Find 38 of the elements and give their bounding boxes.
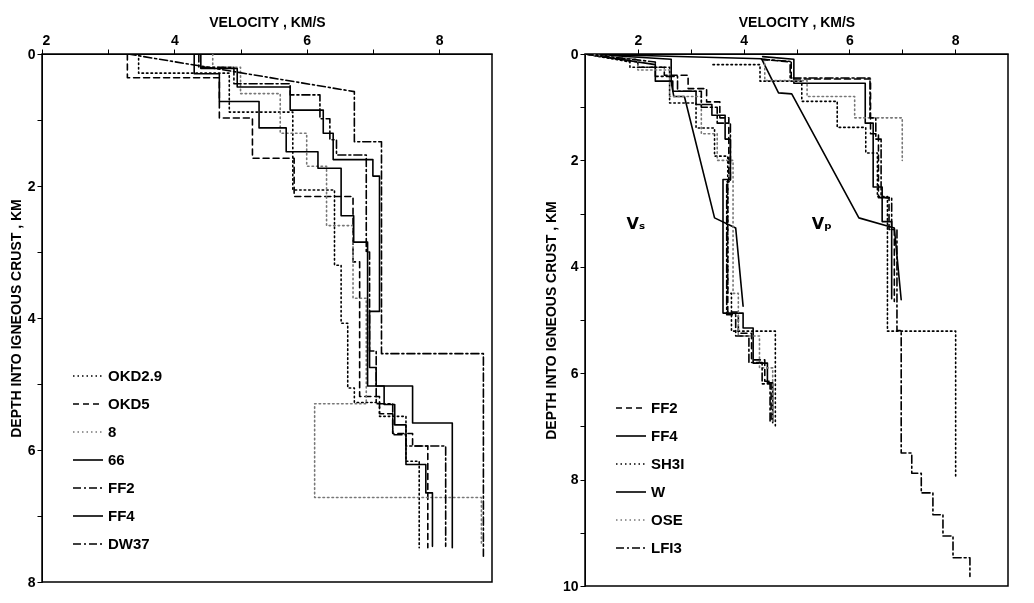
y-tick-label: 0	[570, 45, 579, 62]
legend-label: DW37	[108, 535, 150, 552]
legend-label: FF2	[651, 399, 678, 416]
x-axis-title: VELOCITY , KM/S	[209, 13, 326, 30]
y-tick-label: 8	[570, 471, 579, 488]
legend-label: FF4	[651, 427, 679, 444]
y-tick-label: 4	[27, 309, 36, 326]
y-axis-title: DEPTH INTO IGNEOUS CRUST , KM	[542, 201, 559, 440]
annotation: Vₛ	[626, 214, 645, 234]
x-tick-label: 8	[435, 31, 444, 48]
y-axis-title: DEPTH INTO IGNEOUS CRUST , KM	[7, 199, 24, 438]
legend-label: W	[651, 483, 666, 500]
x-tick-label: 2	[42, 31, 51, 48]
legend-label: LFI3	[651, 539, 682, 556]
legend-label: SH3I	[651, 455, 685, 472]
legend-label: OKD5	[108, 395, 150, 412]
legend-label: FF4	[108, 507, 136, 524]
x-axis-title: VELOCITY , KM/S	[738, 13, 856, 30]
y-tick-label: 10	[562, 577, 579, 594]
legend-label: 66	[108, 451, 125, 468]
y-tick-label: 2	[27, 177, 36, 194]
x-tick-label: 8	[951, 31, 960, 48]
x-tick-label: 2	[634, 31, 643, 48]
y-tick-label: 8	[27, 573, 36, 590]
x-tick-label: 6	[303, 31, 312, 48]
legend-label: 8	[108, 423, 117, 440]
y-tick-label: 2	[570, 151, 579, 168]
legend-label: OKD2.9	[108, 367, 163, 384]
x-tick-label: 6	[845, 31, 854, 48]
y-tick-label: 4	[570, 258, 579, 275]
annotation: Vₚ	[811, 214, 832, 234]
x-tick-label: 4	[170, 31, 179, 48]
y-tick-label: 6	[27, 441, 36, 458]
legend-label: OSE	[651, 511, 683, 528]
legend-label: FF2	[108, 479, 135, 496]
y-tick-label: 6	[570, 364, 579, 381]
x-tick-label: 4	[740, 31, 749, 48]
y-tick-label: 0	[27, 45, 36, 62]
